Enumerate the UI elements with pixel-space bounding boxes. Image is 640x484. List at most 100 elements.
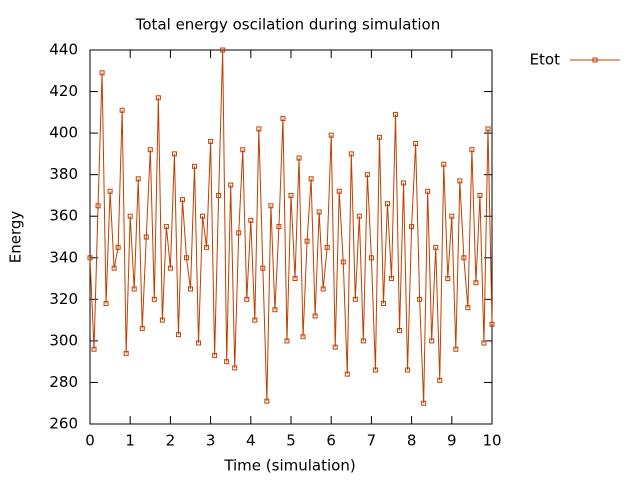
marker bbox=[300, 334, 306, 340]
x-tick-label: 1 bbox=[125, 432, 135, 450]
y-tick-label: 280 bbox=[49, 373, 78, 391]
marker bbox=[240, 147, 246, 153]
marker bbox=[200, 213, 206, 219]
marker bbox=[461, 255, 467, 261]
marker bbox=[103, 300, 109, 306]
marker bbox=[445, 276, 451, 282]
marker bbox=[296, 155, 302, 161]
marker bbox=[453, 346, 459, 352]
x-tick-label: 0 bbox=[85, 432, 95, 450]
legend-marker bbox=[592, 57, 598, 63]
marker bbox=[155, 95, 161, 101]
marker bbox=[159, 317, 165, 323]
y-tick-label: 320 bbox=[49, 290, 78, 308]
marker bbox=[421, 400, 427, 406]
marker bbox=[348, 151, 354, 157]
marker bbox=[364, 172, 370, 178]
marker bbox=[123, 350, 129, 356]
marker bbox=[328, 132, 334, 138]
marker bbox=[429, 338, 435, 344]
marker bbox=[304, 238, 310, 244]
marker bbox=[208, 138, 214, 144]
marker bbox=[485, 126, 491, 132]
marker bbox=[244, 296, 250, 302]
y-tick-label: 400 bbox=[49, 124, 78, 142]
marker bbox=[332, 344, 338, 350]
marker bbox=[143, 234, 149, 240]
marker bbox=[220, 47, 226, 53]
marker bbox=[280, 116, 286, 122]
marker bbox=[433, 244, 439, 250]
marker bbox=[389, 276, 394, 282]
marker bbox=[425, 188, 431, 194]
marker bbox=[192, 163, 198, 169]
marker bbox=[236, 230, 242, 236]
marker bbox=[151, 296, 157, 302]
marker bbox=[340, 259, 346, 265]
marker bbox=[119, 107, 125, 113]
marker bbox=[135, 176, 141, 182]
marker bbox=[216, 192, 222, 198]
marker bbox=[380, 300, 386, 306]
marker bbox=[397, 328, 403, 333]
marker bbox=[272, 307, 278, 313]
marker bbox=[111, 265, 117, 271]
marker bbox=[413, 141, 419, 146]
marker bbox=[409, 224, 415, 230]
marker bbox=[284, 338, 290, 344]
x-axis-label: Time (simulation) bbox=[223, 457, 355, 475]
x-tick-label: 6 bbox=[326, 432, 336, 450]
marker bbox=[469, 147, 475, 153]
marker bbox=[477, 192, 483, 198]
marker bbox=[481, 340, 487, 346]
marker bbox=[167, 265, 173, 271]
y-tick-label: 380 bbox=[49, 165, 78, 183]
x-tick-label: 9 bbox=[447, 432, 457, 450]
marker bbox=[344, 371, 350, 377]
marker bbox=[183, 255, 189, 261]
marker bbox=[127, 213, 133, 219]
marker bbox=[99, 70, 105, 76]
marker bbox=[473, 280, 479, 286]
marker bbox=[163, 224, 169, 230]
marker bbox=[228, 182, 234, 188]
marker bbox=[179, 197, 185, 203]
marker bbox=[352, 296, 358, 302]
marker bbox=[224, 359, 230, 365]
x-tick-label: 8 bbox=[407, 432, 417, 450]
y-axis-label: Energy bbox=[7, 211, 25, 264]
chart-title: Total energy oscilation during simulatio… bbox=[135, 16, 440, 34]
marker bbox=[260, 265, 266, 271]
marker bbox=[115, 244, 121, 250]
y-tick-label: 360 bbox=[49, 207, 78, 225]
marker bbox=[465, 305, 471, 311]
marker bbox=[449, 213, 455, 219]
marker bbox=[336, 188, 342, 194]
marker bbox=[316, 209, 322, 215]
marker bbox=[95, 203, 101, 209]
marker bbox=[91, 346, 97, 352]
marker bbox=[175, 332, 181, 338]
marker bbox=[393, 111, 399, 117]
marker bbox=[264, 398, 270, 404]
y-tick-label: 420 bbox=[49, 82, 78, 100]
legend-label: Etot bbox=[530, 51, 561, 69]
marker bbox=[204, 244, 210, 250]
marker bbox=[196, 340, 202, 346]
y-tick-label: 260 bbox=[49, 415, 78, 433]
marker bbox=[232, 365, 238, 371]
marker bbox=[252, 317, 258, 323]
x-tick-label: 10 bbox=[482, 432, 501, 450]
marker bbox=[256, 126, 262, 132]
marker bbox=[308, 176, 314, 182]
marker bbox=[360, 338, 366, 344]
marker bbox=[268, 203, 274, 209]
marker bbox=[288, 192, 294, 198]
marker bbox=[489, 321, 495, 327]
x-tick-label: 4 bbox=[246, 432, 256, 450]
marker bbox=[324, 244, 330, 250]
marker bbox=[312, 313, 318, 319]
marker bbox=[139, 325, 145, 331]
